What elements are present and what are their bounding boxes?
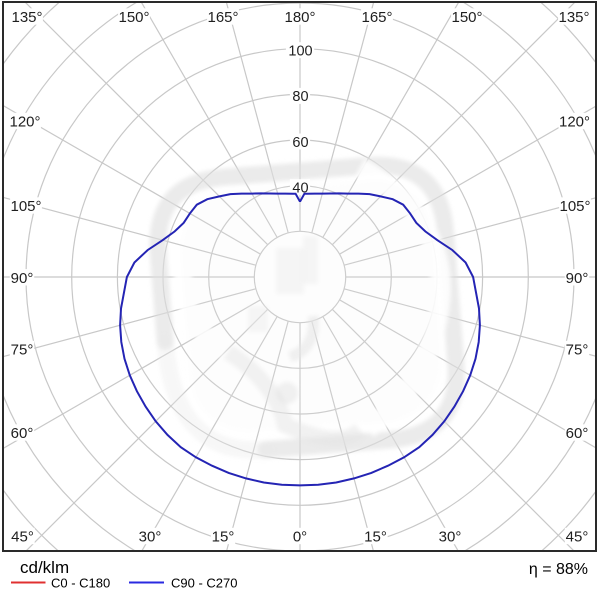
svg-text:0°: 0°	[293, 529, 307, 546]
svg-text:15°: 15°	[212, 529, 235, 546]
svg-text:165°: 165°	[361, 9, 392, 26]
svg-text:15°: 15°	[364, 529, 387, 546]
svg-text:105°: 105°	[10, 198, 41, 215]
svg-text:165°: 165°	[207, 9, 238, 26]
svg-text:C0 - C180: C0 - C180	[51, 576, 110, 591]
svg-text:120°: 120°	[9, 114, 40, 131]
svg-text:45°: 45°	[11, 529, 34, 546]
svg-text:105°: 105°	[559, 198, 590, 215]
svg-text:60°: 60°	[566, 425, 589, 442]
svg-text:150°: 150°	[118, 9, 149, 26]
svg-text:150°: 150°	[451, 9, 482, 26]
svg-text:180°: 180°	[284, 9, 315, 26]
svg-text:90°: 90°	[566, 270, 589, 287]
svg-text:30°: 30°	[139, 529, 162, 546]
svg-text:60°: 60°	[11, 425, 34, 442]
svg-text:135°: 135°	[11, 9, 42, 26]
svg-text:75°: 75°	[11, 341, 34, 358]
svg-text:45°: 45°	[566, 529, 589, 546]
svg-text:120°: 120°	[559, 114, 590, 131]
svg-text:135°: 135°	[558, 9, 589, 26]
svg-text:100: 100	[288, 44, 312, 60]
svg-text:C90 - C270: C90 - C270	[171, 576, 237, 591]
svg-text:40: 40	[292, 181, 308, 197]
svg-text:60: 60	[292, 135, 308, 151]
svg-text:80: 80	[292, 89, 308, 105]
svg-text:cd/klm: cd/klm	[20, 558, 69, 577]
svg-text:30°: 30°	[439, 529, 462, 546]
svg-text:90°: 90°	[11, 270, 34, 287]
svg-text:75°: 75°	[566, 341, 589, 358]
svg-text:η = 88%: η = 88%	[529, 561, 588, 578]
